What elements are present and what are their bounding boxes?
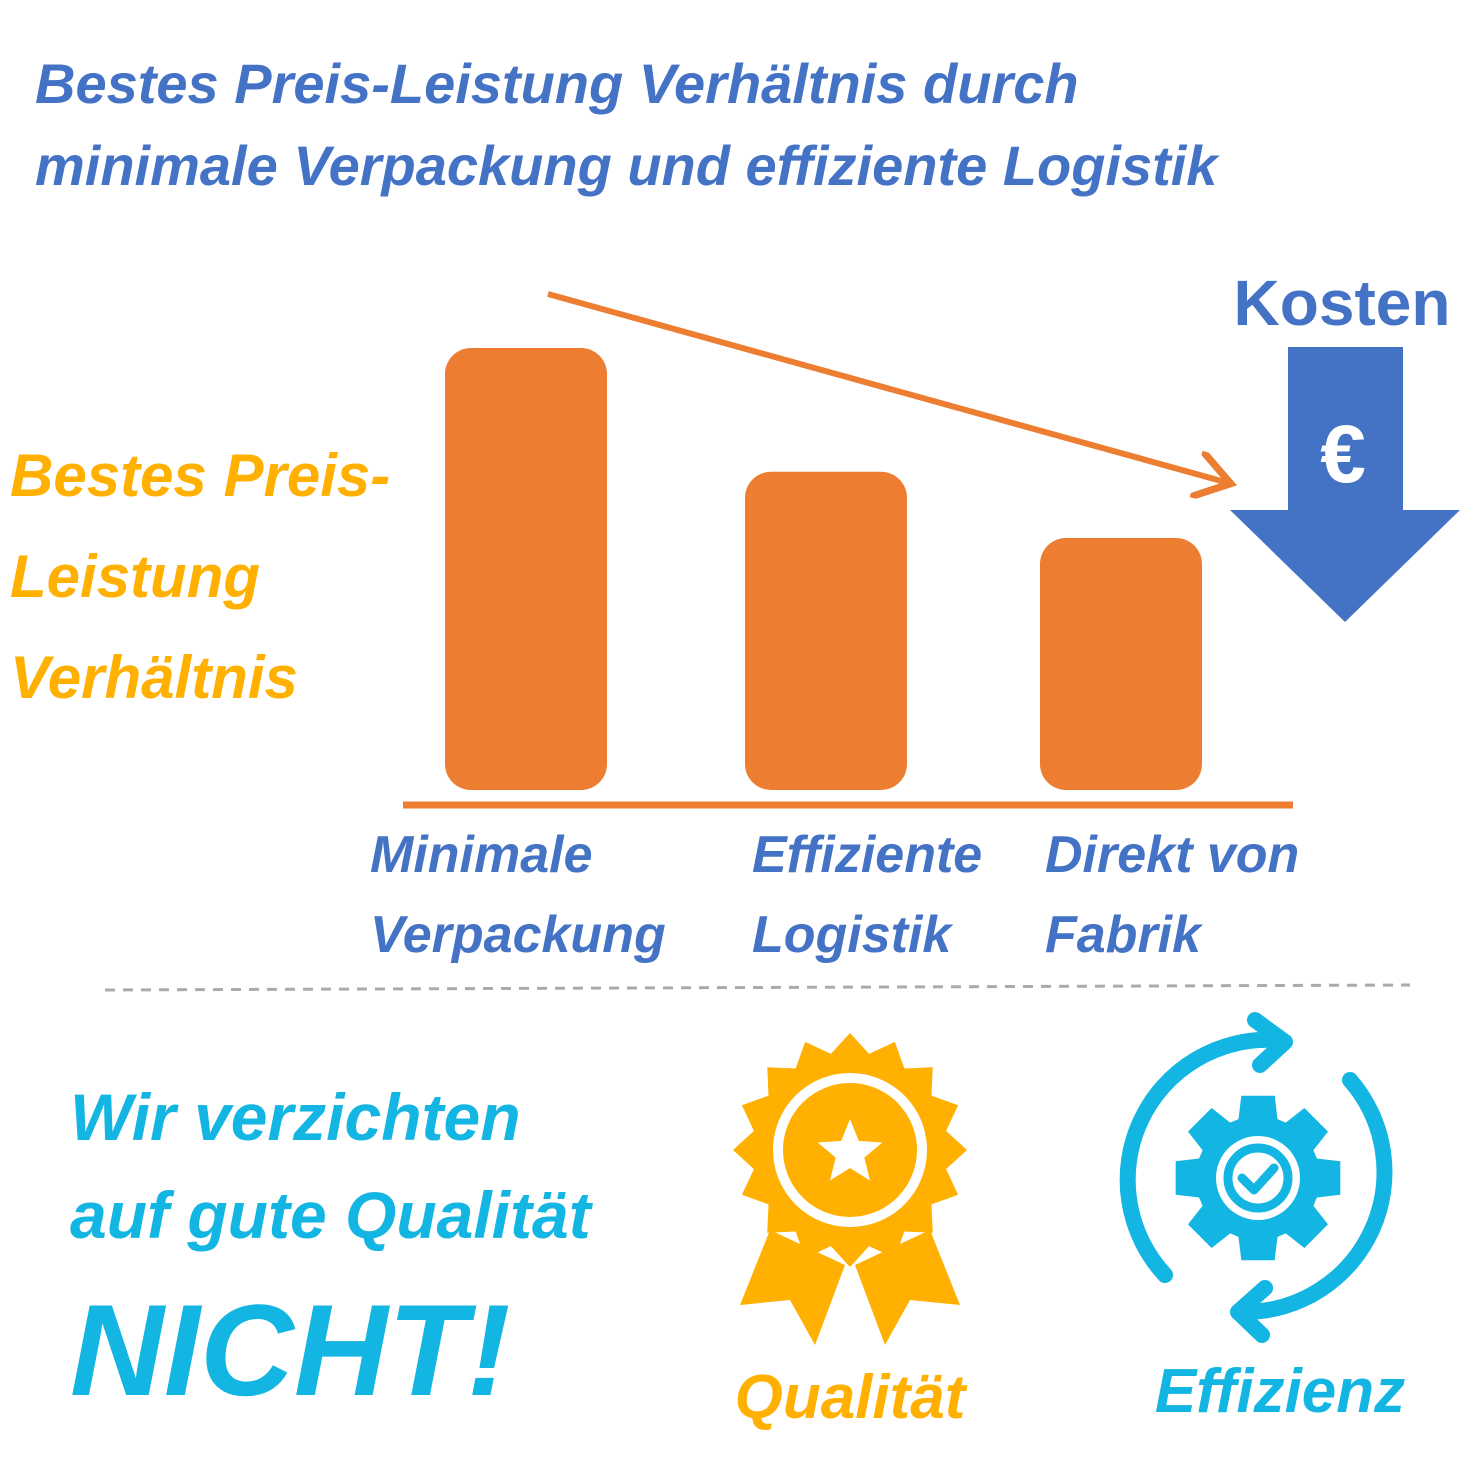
x-tick-label: Minimale Verpackung [370, 826, 666, 964]
efficiency-icon [1119, 1012, 1393, 1343]
message-emphasis: NICHT! [70, 1277, 510, 1423]
divider [104, 983, 1411, 992]
bar [445, 348, 607, 790]
annotation-label: Kosten [1234, 267, 1451, 339]
icon-label: Effizienz [1155, 1357, 1405, 1426]
message-line: auf gute Qualität [70, 1178, 594, 1252]
euro-symbol: € [1320, 409, 1366, 500]
cost-arrow [1230, 347, 1460, 622]
title-line: minimale Verpackung und effiziente Logis… [35, 134, 1220, 197]
trend-arrow [547, 291, 1225, 482]
bar [1040, 538, 1202, 790]
x-tick-label: Direkt von Fabrik [1045, 826, 1300, 964]
title-line: Bestes Preis-Leistung Verhältnis durch [35, 52, 1079, 115]
x-tick-label: Effiziente Logistik [752, 826, 983, 964]
icon-label: Qualität [735, 1363, 968, 1432]
bar [745, 471, 907, 790]
message-line: Wir verzichten [70, 1080, 521, 1154]
y-axis-label: Bestes Preis-Leistung Verhältnis [10, 442, 391, 711]
quality-icon [733, 1033, 967, 1345]
